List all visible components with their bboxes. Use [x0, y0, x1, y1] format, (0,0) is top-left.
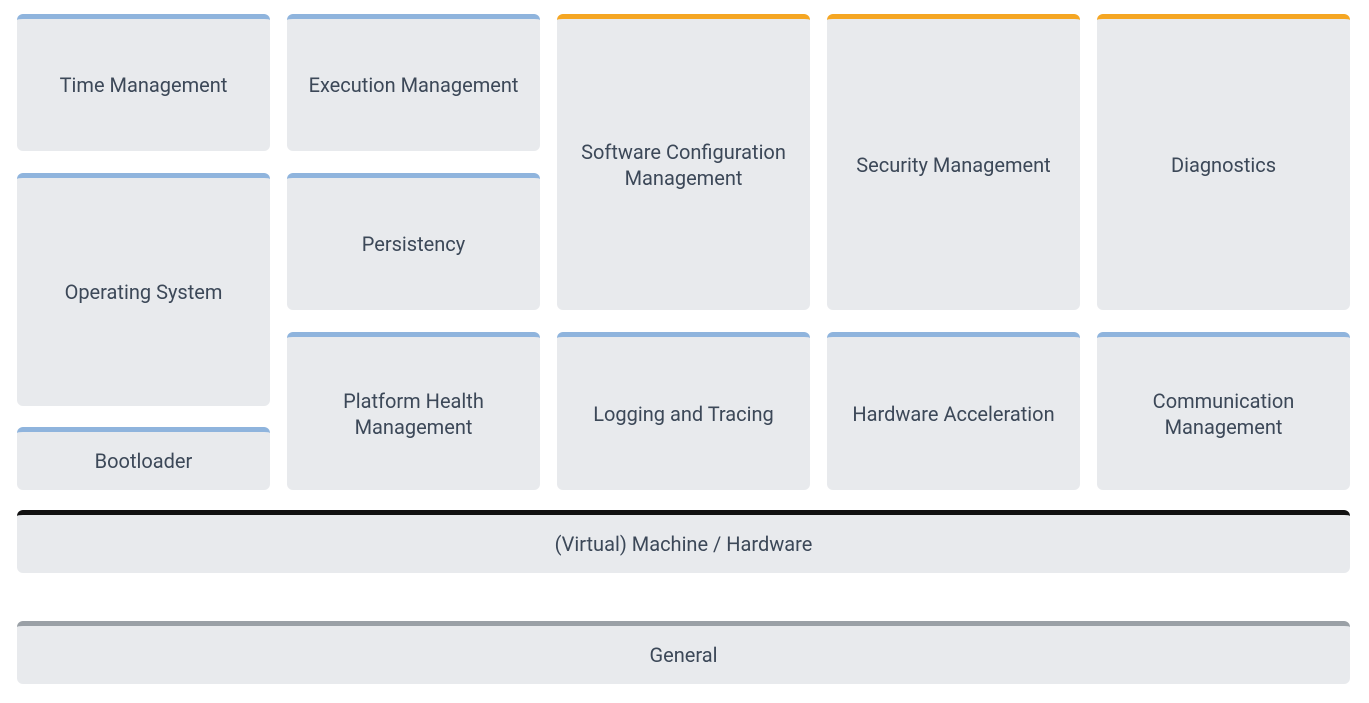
- block-execution-management: Execution Management: [287, 14, 540, 151]
- block-hardware-acceleration: Hardware Acceleration: [827, 332, 1080, 490]
- block-software-config-management: Software Configuration Management: [557, 14, 810, 310]
- block-general: General: [17, 621, 1350, 684]
- block-label: Security Management: [856, 152, 1050, 178]
- block-logging-and-tracing: Logging and Tracing: [557, 332, 810, 490]
- block-label: Logging and Tracing: [593, 401, 774, 427]
- block-time-management: Time Management: [17, 14, 270, 151]
- block-label: General: [649, 642, 717, 668]
- block-label: Diagnostics: [1171, 152, 1276, 178]
- block-diagnostics: Diagnostics: [1097, 14, 1350, 310]
- block-label: Persistency: [362, 231, 466, 257]
- architecture-diagram: Time Management Operating System Bootloade…: [0, 0, 1369, 703]
- block-platform-health-management: Platform Health Management: [287, 332, 540, 490]
- block-label: (Virtual) Machine / Hardware: [555, 531, 813, 557]
- block-label: Communication Management: [1111, 388, 1336, 440]
- block-persistency: Persistency: [287, 173, 540, 310]
- block-label: Time Management: [60, 72, 228, 98]
- block-bootloader: Bootloader: [17, 427, 270, 490]
- block-virtual-machine-hardware: (Virtual) Machine / Hardware: [17, 510, 1350, 573]
- block-communication-management: Communication Management: [1097, 332, 1350, 490]
- block-label: Software Configuration Management: [571, 139, 796, 191]
- block-label: Operating System: [65, 279, 223, 305]
- block-label: Execution Management: [309, 72, 519, 98]
- block-operating-system: Operating System: [17, 173, 270, 406]
- block-security-management: Security Management: [827, 14, 1080, 310]
- block-label: Hardware Acceleration: [852, 401, 1054, 427]
- block-label: Bootloader: [95, 448, 193, 474]
- block-label: Platform Health Management: [301, 388, 526, 440]
